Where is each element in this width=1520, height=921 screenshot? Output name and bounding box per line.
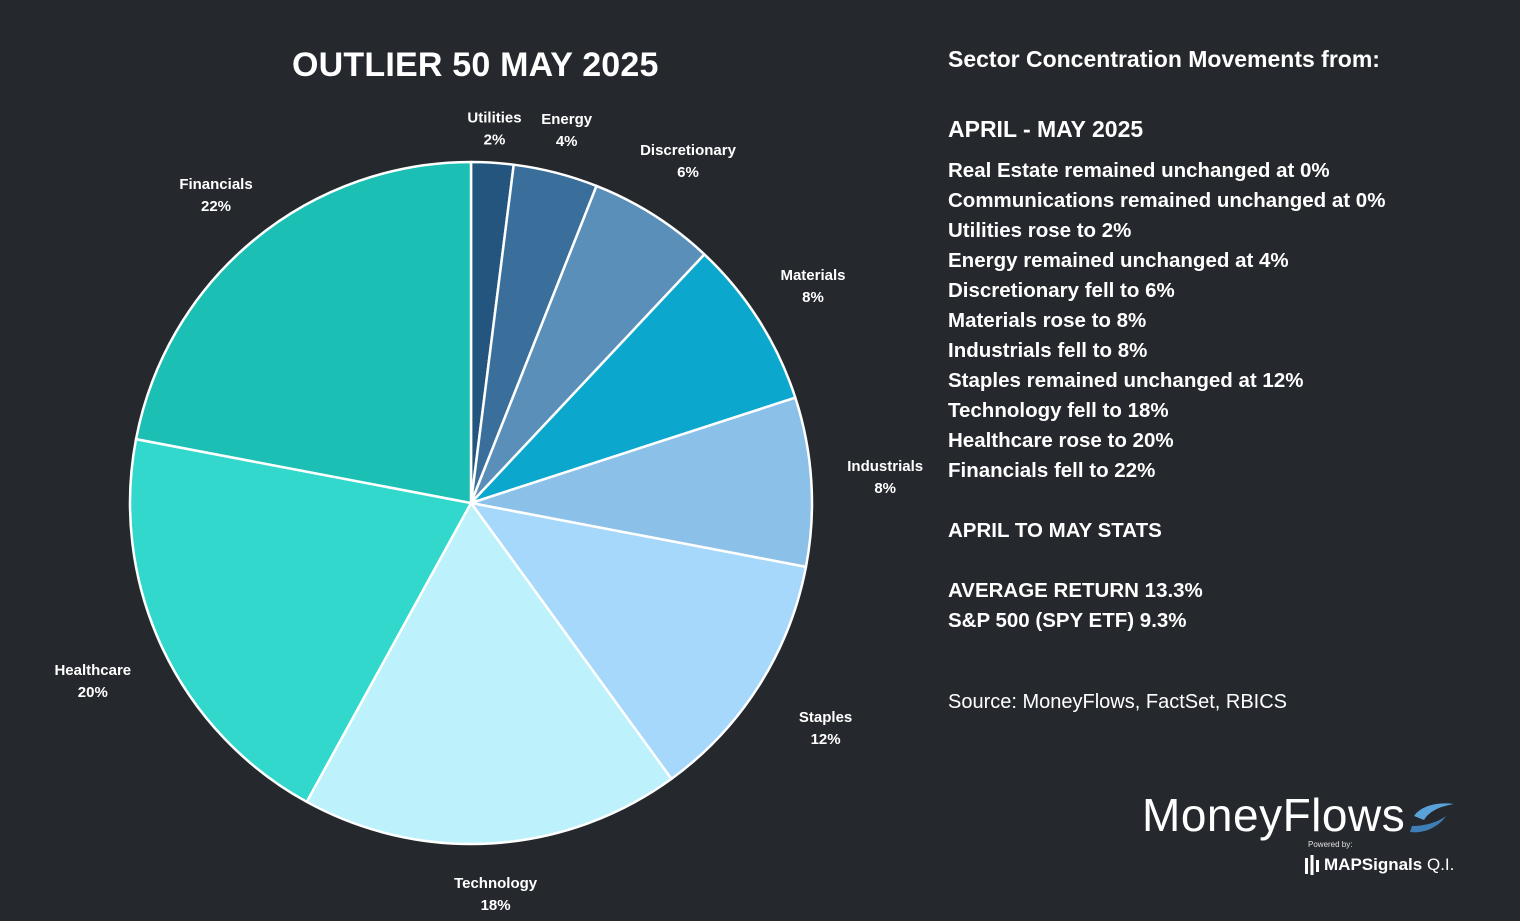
slice-value-label: 12% [811, 731, 841, 748]
source-note: Source: MoneyFlows, FactSet, RBICS [948, 691, 1288, 713]
pie-slice-materials [469, 253, 797, 505]
chart-title: OUTLIER 50 MAY 2025 [292, 46, 659, 84]
slice-category-label: Energy [541, 111, 593, 128]
info-panel: Sector Concentration Movements from: APR… [948, 44, 1508, 717]
mapsignals-brand: MAPSignals Q.I. [1304, 852, 1454, 878]
slice-label-technology: Technology 18% [454, 875, 538, 914]
movements-list: Real Estate remained unchanged at 0% Comm… [948, 156, 1508, 486]
pie-chart: Utilities 2% Energy 4% Discretionary 6% Materi… [54, 110, 923, 915]
slice-label-energy: Energy 4% [541, 111, 593, 150]
pie-slice-industrials [469, 396, 814, 569]
slice-category-label: Financials [179, 176, 252, 193]
slice-label-materials: Materials 8% [780, 267, 845, 306]
swoosh-icon [1410, 803, 1454, 833]
movement-item: Staples remained unchanged at 12% [948, 369, 1304, 392]
slice-value-label: 8% [802, 289, 824, 306]
slice-category-label: Staples [799, 709, 852, 726]
movement-item: Communications remained unchanged at 0% [948, 189, 1386, 212]
mapsignals-bold-text: MAPSignals [1324, 855, 1423, 874]
slice-category-label: Materials [780, 267, 845, 284]
movements-heading: Sector Concentration Movements from: [948, 46, 1380, 72]
mapsignals-text: MAPSignals Q.I. [1324, 855, 1454, 875]
slice-category-label: Utilities [467, 110, 521, 127]
movement-item: Materials rose to 8% [948, 309, 1147, 332]
movement-item: Industrials fell to 8% [948, 339, 1148, 362]
slice-label-utilities: Utilities 2% [467, 110, 521, 149]
logo-wordmark: MoneyFlows [1142, 789, 1406, 841]
slice-value-label: 18% [481, 897, 511, 914]
pie-slice-healthcare [128, 437, 473, 804]
slice-value-label: 20% [78, 684, 108, 701]
slice-value-label: 4% [556, 133, 578, 150]
powered-by-label: Powered by: [1308, 840, 1353, 849]
slice-category-label: Discretionary [640, 142, 737, 159]
movement-item: Energy remained unchanged at 4% [948, 249, 1289, 272]
movement-item: Discretionary fell to 6% [948, 279, 1175, 302]
movement-item: Healthcare rose to 20% [948, 429, 1174, 452]
slice-label-healthcare: Healthcare 20% [54, 662, 131, 701]
mapsignals-suffix-text: Q.I. [1422, 855, 1455, 874]
movement-item: Utilities rose to 2% [948, 219, 1132, 242]
mapsignals-icon [1305, 855, 1319, 875]
slice-value-label: 22% [201, 198, 231, 215]
movement-item: Financials fell to 22% [948, 459, 1156, 482]
stats-heading: APRIL TO MAY STATS [948, 519, 1162, 542]
slice-label-staples: Staples 12% [799, 709, 852, 748]
movement-item: Real Estate remained unchanged at 0% [948, 159, 1330, 182]
slice-label-discretionary: Discretionary 6% [640, 142, 737, 181]
slice-category-label: Healthcare [54, 662, 131, 679]
slice-label-industrials: Industrials 8% [847, 458, 923, 497]
movement-item: Technology fell to 18% [948, 399, 1169, 422]
spy-return: S&P 500 (SPY ETF) 9.3% [948, 609, 1187, 632]
slice-value-label: 2% [484, 132, 506, 149]
period-heading: APRIL - MAY 2025 [948, 116, 1144, 142]
slice-value-label: 8% [874, 480, 896, 497]
slice-value-label: 6% [677, 164, 699, 181]
pie-slice-discretionary [469, 184, 706, 505]
pie-slice-financials [134, 160, 473, 505]
pie-labels: Utilities 2% Energy 4% Discretionary 6% Materi… [54, 110, 923, 915]
slice-category-label: Technology [454, 875, 538, 892]
average-return: AVERAGE RETURN 13.3% [948, 579, 1203, 602]
slice-label-financials: Financials 22% [179, 176, 252, 215]
moneyflows-logo: MoneyFlows Powered by: MAPSignals Q.I. [1142, 788, 1462, 888]
slice-category-label: Industrials [847, 458, 923, 475]
pie-slice-technology [305, 501, 673, 846]
pie-slices [128, 160, 814, 846]
pie-slice-staples [469, 501, 808, 781]
